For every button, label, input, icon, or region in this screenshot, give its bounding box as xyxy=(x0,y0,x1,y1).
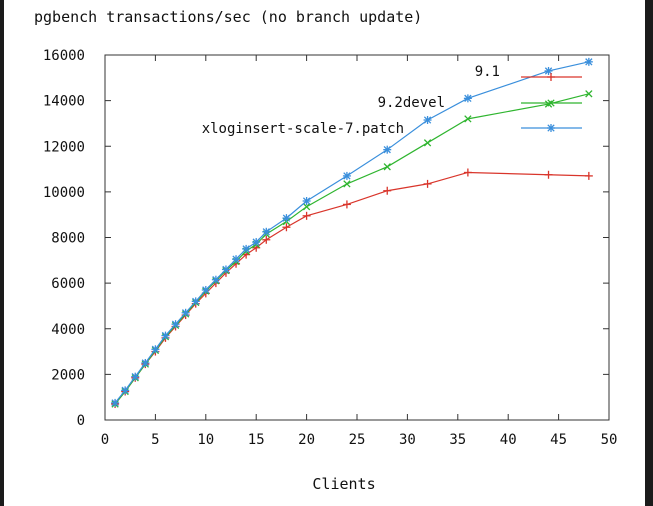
x-tick-label: 20 xyxy=(298,432,315,448)
data-point xyxy=(161,331,170,340)
x-tick-label: 35 xyxy=(449,432,466,448)
legend-label: 9.2devel xyxy=(378,95,445,111)
series-line xyxy=(114,93,589,405)
y-tick-label: 8000 xyxy=(51,231,85,247)
plot-border xyxy=(104,54,610,421)
data-point xyxy=(383,163,391,171)
data-point xyxy=(383,186,392,195)
data-point xyxy=(584,171,593,180)
y-axis: 0 2000 4000 6000 8000 10000 12000 14000 16000 xyxy=(43,48,609,429)
data-point xyxy=(151,345,160,354)
x-tick-label: 40 xyxy=(500,432,517,448)
x-tick-label: 25 xyxy=(349,432,366,448)
data-point xyxy=(547,73,555,81)
x-tick-label: 5 xyxy=(151,432,159,448)
x-tick-label: 10 xyxy=(197,432,214,448)
series-layer xyxy=(111,57,593,409)
x-tick-label: 15 xyxy=(248,432,265,448)
y-tick-label: 16000 xyxy=(43,48,85,64)
data-point xyxy=(547,99,555,107)
data-point xyxy=(544,66,553,75)
x-tick-label: 45 xyxy=(550,432,567,448)
x-tick-label: 50 xyxy=(601,432,618,448)
data-point xyxy=(342,171,351,180)
series-line xyxy=(114,61,589,404)
data-point xyxy=(181,308,190,317)
series-2 xyxy=(111,90,593,408)
data-point xyxy=(171,320,180,329)
x-axis: 0 5 10 15 20 25 30 35 40 45 50 xyxy=(101,55,618,448)
y-tick-label: 2000 xyxy=(51,367,85,383)
data-point xyxy=(262,235,271,244)
data-point xyxy=(111,398,120,407)
series-3 xyxy=(111,57,593,407)
data-point xyxy=(585,90,593,98)
data-point xyxy=(262,227,271,236)
data-point xyxy=(201,285,210,294)
data-point xyxy=(121,386,130,395)
legend-label: xloginsert-scale-7.patch xyxy=(202,121,404,137)
line-chart: pgbench transactions/sec (no branch upda… xyxy=(34,8,618,493)
data-point xyxy=(211,275,220,284)
data-point xyxy=(423,116,432,125)
data-point xyxy=(544,170,553,179)
data-point xyxy=(242,244,251,253)
data-point xyxy=(282,214,291,223)
data-point xyxy=(131,372,140,381)
series-1 xyxy=(111,168,593,409)
data-point xyxy=(191,297,200,306)
data-point xyxy=(584,57,593,66)
y-tick-label: 6000 xyxy=(51,276,85,292)
chart-title: pgbench transactions/sec (no branch upda… xyxy=(34,8,422,26)
data-point xyxy=(423,139,432,147)
x-axis-label: Clients xyxy=(312,475,375,493)
data-point xyxy=(343,180,351,188)
data-point xyxy=(141,358,150,367)
data-point xyxy=(221,265,230,274)
data-point xyxy=(342,200,351,209)
y-tick-label: 4000 xyxy=(51,322,85,338)
y-tick-label: 14000 xyxy=(43,94,85,110)
series-line xyxy=(114,171,589,405)
y-tick-label: 10000 xyxy=(43,185,85,201)
data-point xyxy=(302,211,311,220)
data-point xyxy=(463,94,472,103)
x-tick-label: 0 xyxy=(101,432,109,448)
data-point xyxy=(282,223,291,232)
data-point xyxy=(302,197,311,205)
data-point xyxy=(463,168,472,177)
data-point xyxy=(464,115,472,123)
x-tick-label: 30 xyxy=(399,432,416,448)
y-tick-label: 0 xyxy=(77,413,85,429)
data-point xyxy=(383,145,392,154)
data-point xyxy=(302,203,311,211)
legend: 9.1 9.2devel xloginsert-scale-7.patch xyxy=(202,64,582,137)
chart-frame: pgbench transactions/sec (no branch upda… xyxy=(4,0,645,506)
legend-label: 9.1 xyxy=(475,64,500,80)
data-point xyxy=(547,124,555,132)
data-point xyxy=(232,255,241,264)
data-point xyxy=(423,179,432,188)
data-point xyxy=(252,238,261,247)
y-tick-label: 12000 xyxy=(43,139,85,155)
